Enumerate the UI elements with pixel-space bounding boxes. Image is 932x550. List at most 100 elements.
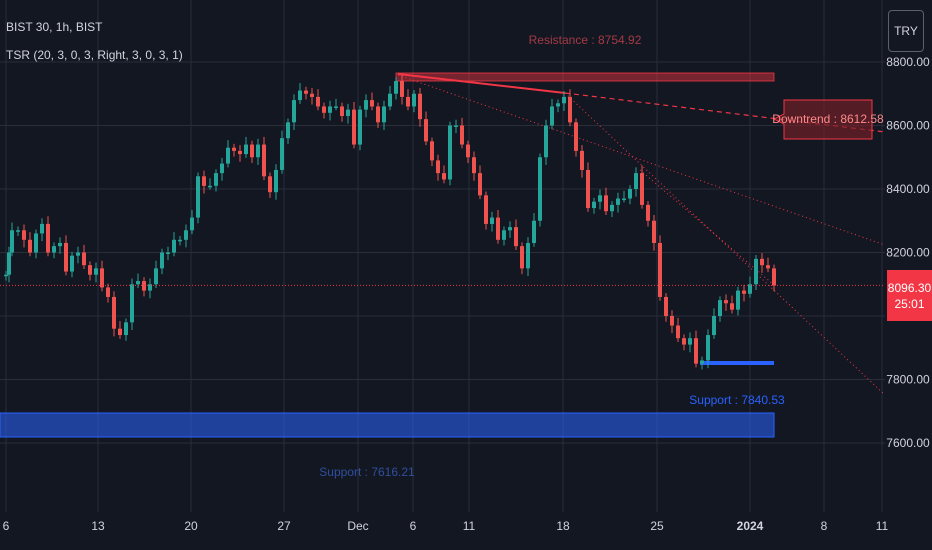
candle-body — [82, 252, 86, 266]
candle-body — [514, 227, 518, 247]
candle-body — [640, 173, 644, 205]
candle-body — [436, 160, 440, 174]
candle-body — [136, 281, 140, 285]
candle-body — [628, 189, 632, 199]
candle-body — [340, 106, 344, 116]
candle-body — [94, 268, 98, 275]
candle-body — [574, 122, 578, 151]
candle-body — [742, 290, 746, 294]
candle-body — [376, 106, 380, 123]
indicator-label[interactable]: TSR (20, 3, 0, 3, Right, 3, 0, 3, 1) — [6, 48, 183, 62]
candle-body — [28, 239, 32, 253]
y-tick-label: 8600.00 — [886, 119, 930, 133]
horizontal-grid — [0, 61, 885, 444]
candle-body — [298, 90, 302, 101]
candle-body — [676, 325, 680, 339]
candle-body — [358, 109, 362, 145]
candle-body — [478, 173, 482, 196]
candle-body — [592, 201, 596, 209]
downtrend-label: Downtrend : 8612.58 — [772, 112, 884, 126]
x-tick-label: Dec — [347, 519, 368, 533]
candle-body — [232, 147, 236, 151]
currency-button[interactable]: TRY — [888, 10, 924, 52]
candle-body — [112, 296, 116, 329]
candle-body — [310, 93, 314, 97]
candle-body — [22, 230, 26, 240]
candle-body — [172, 239, 176, 253]
candle-body — [346, 109, 350, 116]
candle-body — [388, 93, 392, 107]
candle-body — [460, 125, 464, 145]
candle-body — [586, 169, 590, 209]
candle-body — [670, 316, 674, 326]
candle-body — [424, 119, 428, 142]
candle-body — [520, 246, 524, 269]
candle-body — [382, 106, 386, 123]
candle-body — [598, 195, 602, 202]
resistance-label: Resistance : 8754.92 — [529, 33, 642, 47]
candle-body — [70, 255, 74, 272]
candle-body — [754, 258, 758, 285]
x-tick-label: 25 — [650, 519, 664, 533]
candle-body — [646, 204, 650, 221]
candle-body — [34, 233, 38, 253]
candle-body — [190, 217, 194, 231]
candle-body — [304, 90, 308, 94]
candle-body — [100, 268, 104, 288]
candle-body — [466, 144, 470, 158]
y-tick-label: 7600.00 — [886, 436, 930, 450]
candle-body — [58, 242, 62, 247]
candle-body — [706, 335, 710, 361]
candle-body — [610, 204, 614, 212]
candle-body — [160, 252, 164, 269]
candle-body — [622, 198, 626, 201]
candle-body — [760, 258, 764, 266]
candle-body — [556, 103, 560, 107]
x-tick-label: 11 — [463, 519, 476, 533]
candle-body — [262, 144, 266, 177]
candle-body — [148, 284, 152, 291]
candle-body — [472, 157, 476, 174]
last-price-badge: 8096.30 25:01 — [887, 270, 932, 321]
candle-body — [250, 144, 254, 158]
candle-body — [700, 360, 704, 364]
price-axis[interactable]: 8800.00 8600.00 8400.00 8200.00 7800.00 7600.… — [886, 55, 930, 450]
candle-body — [550, 106, 554, 126]
candle-body — [502, 230, 506, 240]
support-label-2: Support : 7616.21 — [319, 465, 415, 479]
candle-body — [718, 300, 722, 316]
candle-body — [226, 147, 230, 164]
candle-body — [352, 109, 356, 145]
candle-body — [76, 252, 80, 256]
candle-body — [730, 303, 734, 310]
candle-body — [634, 173, 638, 189]
candle-body — [418, 93, 422, 120]
candle-body — [64, 242, 68, 272]
candle-body — [694, 338, 698, 364]
x-tick-label: 2024 — [737, 519, 764, 533]
candle-body — [46, 223, 50, 253]
candle-body — [736, 290, 740, 310]
candle-body — [766, 265, 770, 269]
bar-countdown: 25:01 — [894, 296, 925, 311]
time-axis[interactable]: 6 13 20 27 Dec 6 11 18 25 2024 8 11 — [3, 519, 889, 533]
candle-body — [214, 173, 218, 186]
candle-body — [52, 246, 56, 253]
candle-body — [322, 106, 326, 113]
x-tick-label: 20 — [184, 519, 198, 533]
candle-body — [496, 217, 500, 240]
candle-body — [562, 96, 566, 104]
candle-body — [274, 169, 278, 193]
candle-body — [532, 220, 536, 243]
last-price-value: 8096.30 — [887, 280, 932, 295]
candle-body — [10, 230, 14, 253]
candle-body — [682, 338, 686, 345]
candle-body — [508, 227, 512, 231]
symbol-title[interactable]: BIST 30, 1h, BIST — [6, 20, 103, 34]
resistance-zone — [395, 72, 775, 82]
candle-body — [292, 100, 296, 123]
candle-body — [526, 242, 530, 269]
x-tick-label: 11 — [876, 519, 889, 533]
candle-body — [772, 268, 776, 286]
